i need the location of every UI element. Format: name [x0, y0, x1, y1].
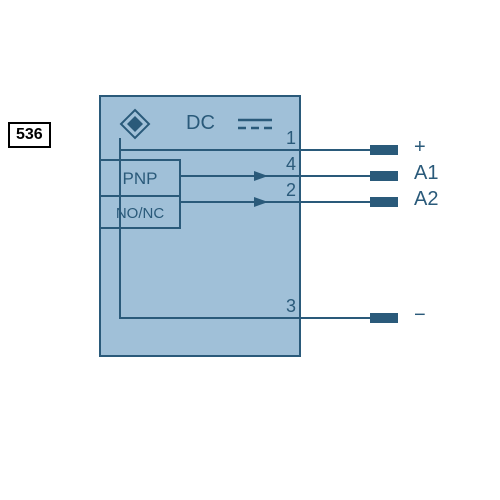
- terminal-block-4: [370, 171, 398, 181]
- wire-number-1: 1: [286, 128, 296, 149]
- dc-label: DC: [186, 112, 215, 135]
- wire-number-4: 4: [286, 154, 296, 175]
- wire-number-3: 3: [286, 296, 296, 317]
- terminal-label-a2: A2: [414, 188, 438, 211]
- terminal-block-2: [370, 197, 398, 207]
- contact-type-label: NO/NC: [116, 205, 165, 222]
- wire-number-2: 2: [286, 180, 296, 201]
- terminal-block-3: [370, 313, 398, 323]
- output-type-label: PNP: [123, 169, 158, 188]
- wiring-diagram: 536: [0, 0, 500, 500]
- terminal-label-a1: A1: [414, 162, 438, 185]
- terminal-block-1: [370, 145, 398, 155]
- terminal-label-minus: −: [414, 304, 426, 327]
- diagram-svg: PNP NO/NC: [0, 0, 500, 500]
- terminal-label-plus: +: [414, 136, 426, 159]
